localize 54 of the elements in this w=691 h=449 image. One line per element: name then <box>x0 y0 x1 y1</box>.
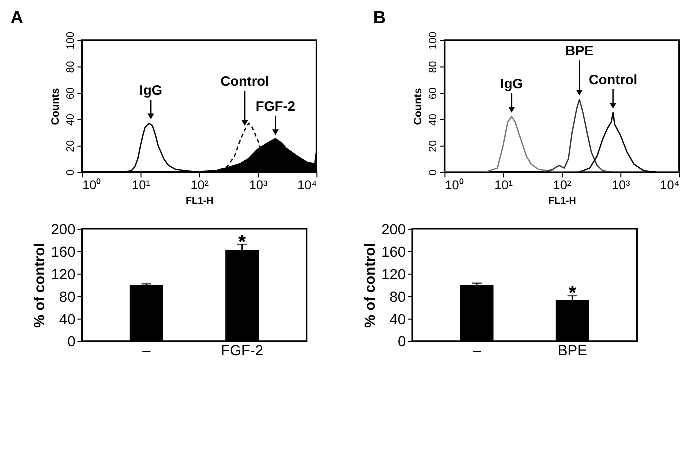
x-tick-label: 10² <box>190 178 210 192</box>
chart-title: B <box>373 8 386 28</box>
annotation: * <box>568 282 577 305</box>
y-tick-label: 160 <box>382 244 406 261</box>
y-tick-label: 80 <box>390 290 406 306</box>
x-tick-label: 10³ <box>249 178 268 192</box>
y-tick-label: 40 <box>427 114 440 126</box>
annotation: IgG <box>140 83 162 98</box>
annotation: Control <box>220 74 270 90</box>
y-tick-label: 120 <box>382 267 406 284</box>
y-tick-label: 60 <box>427 88 440 100</box>
y-tick-label: 80 <box>59 290 76 306</box>
x-tick-label: BPE <box>558 344 588 360</box>
y-tick-label: 160 <box>51 244 76 261</box>
annotation: FGF-2 <box>256 98 296 114</box>
y-tick-label: 100 <box>427 32 440 50</box>
x-tick-label: 10⁴ <box>660 178 680 192</box>
y-axis-title: % of control <box>362 243 379 328</box>
x-tick-label: 10¹ <box>494 178 514 192</box>
y-tick-label: 40 <box>390 312 406 328</box>
y-tick-label: 20 <box>64 140 77 152</box>
x-tick-label: FGF-2 <box>221 344 264 360</box>
y-tick-label: 0 <box>398 334 406 351</box>
y-tick-label: 200 <box>382 222 406 238</box>
x-tick-label: 10¹ <box>132 178 150 192</box>
annotation: IgG <box>500 76 524 92</box>
x-tick-label: 10² <box>553 178 572 192</box>
x-tick-label: 10³ <box>612 178 630 192</box>
y-tick-label: 0 <box>427 170 440 176</box>
y-tick-label: 40 <box>59 312 76 328</box>
y-axis-title: Counts <box>412 88 425 126</box>
y-tick-label: 80 <box>64 61 77 74</box>
x-axis-title: FL1-H <box>548 196 576 208</box>
y-tick-label: 120 <box>51 267 76 284</box>
x-tick-label: 10⁴ <box>298 178 318 192</box>
y-tick-label: 200 <box>51 222 76 238</box>
x-tick-label: 10⁰ <box>445 178 464 192</box>
annotation: * <box>238 232 247 254</box>
y-tick-label: 40 <box>64 114 77 126</box>
y-tick-label: 20 <box>427 140 440 152</box>
x-tick-label: – <box>142 344 152 360</box>
annotation: Control <box>589 72 638 88</box>
y-tick-label: 0 <box>64 170 77 176</box>
chart-title: A <box>10 8 24 28</box>
x-axis-title: FL1-H <box>186 196 214 208</box>
y-tick-label: 100 <box>64 32 77 50</box>
x-tick-label: – <box>472 344 482 360</box>
y-axis-title: Counts <box>50 88 62 126</box>
y-tick-label: 60 <box>64 88 77 100</box>
annotation: BPE <box>566 44 594 59</box>
y-tick-label: 0 <box>68 334 76 351</box>
y-axis-title: % of control <box>32 243 48 328</box>
y-tick-label: 80 <box>427 61 440 74</box>
x-tick-label: 10⁰ <box>82 178 102 192</box>
